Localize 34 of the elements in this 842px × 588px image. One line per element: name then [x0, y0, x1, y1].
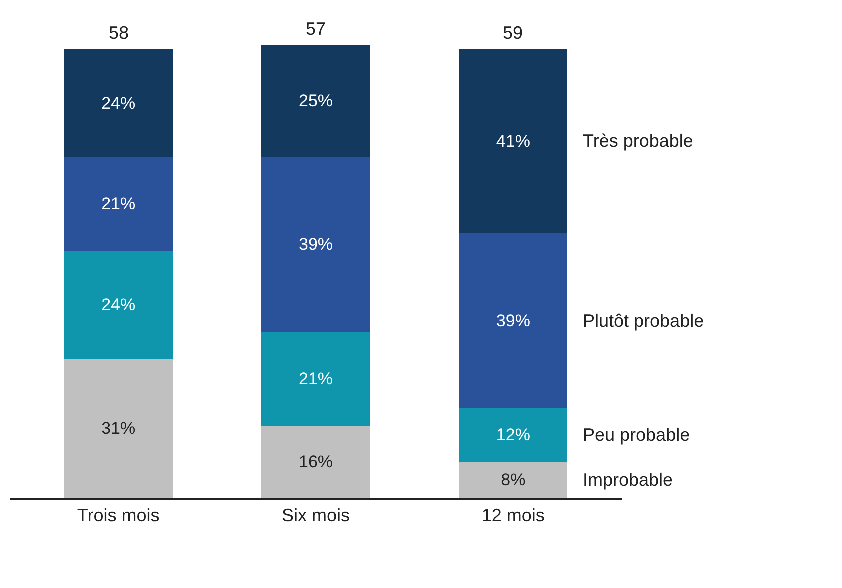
text: 58: [109, 23, 130, 43]
data-label: 41%: [496, 132, 530, 151]
bar: [64, 251, 173, 359]
text: 59: [503, 23, 524, 43]
data-label: 24%: [102, 296, 136, 315]
bar: [459, 233, 568, 408]
series-label: Improbable: [583, 470, 674, 490]
data-label: 21%: [298, 370, 334, 389]
data-label: 12%: [496, 426, 530, 445]
data-label: 25%: [298, 92, 334, 111]
data-label: 21%: [102, 194, 136, 214]
data-label: 39%: [298, 235, 334, 254]
series-label: Plutôt probable: [583, 311, 704, 331]
data-label: 8%: [501, 470, 526, 490]
bar: [459, 49, 568, 234]
x-tick-label: 12 mois: [482, 505, 545, 526]
data-label: 39%: [496, 311, 530, 330]
bar: [64, 157, 173, 252]
bar: [262, 332, 370, 426]
bar: [459, 408, 568, 462]
bar: [64, 49, 173, 158]
data-label: 24%: [102, 94, 136, 113]
text: 57: [306, 19, 326, 39]
series-label: Très probable: [583, 131, 694, 151]
bar: [262, 157, 370, 332]
bar: [459, 462, 568, 498]
bar: [262, 45, 370, 158]
data-label: 16%: [298, 452, 334, 472]
series-label: Peu probable: [583, 425, 690, 445]
data-label: 31%: [102, 418, 136, 438]
bar: [64, 358, 173, 498]
x-tick-label: Six mois: [282, 505, 350, 526]
bar: [262, 426, 370, 498]
x-tick-label: Trois mois: [77, 505, 160, 526]
